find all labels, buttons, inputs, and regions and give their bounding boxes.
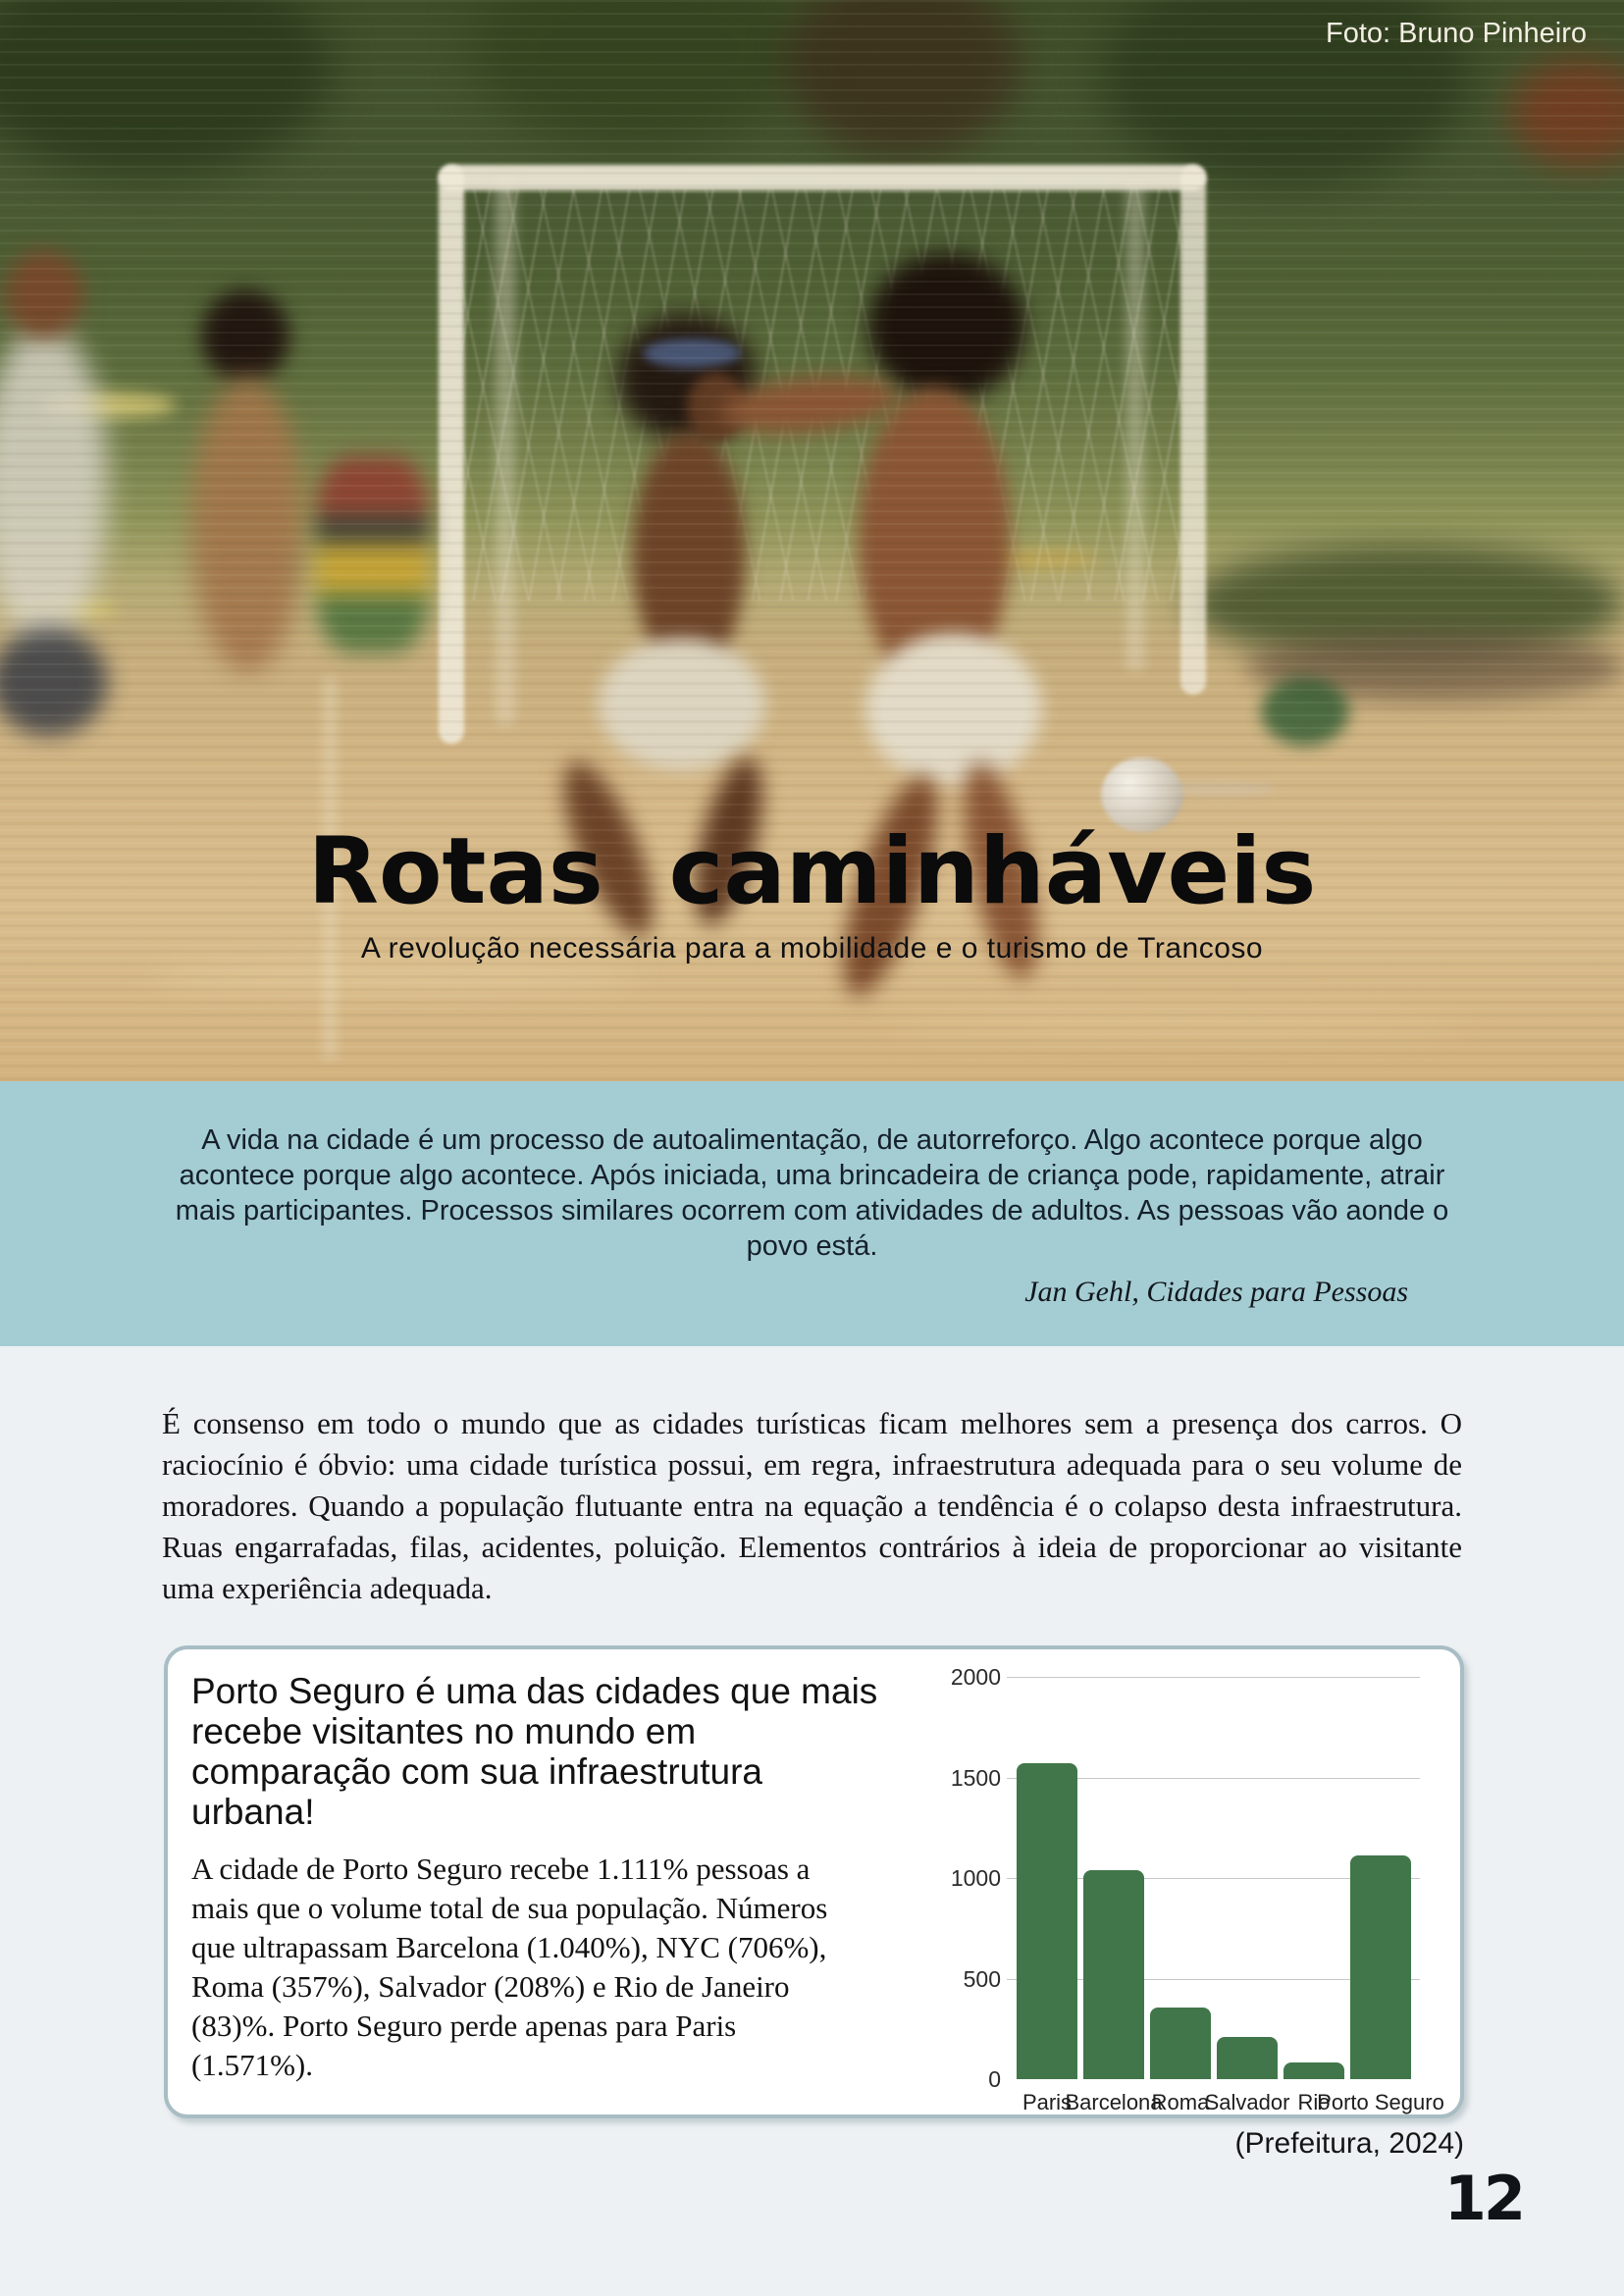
goal-crossbar [439, 165, 1206, 190]
player1-torso [633, 432, 746, 677]
tree-canopy-blob [0, 0, 334, 177]
info-card: Porto Seguro é uma das cidades que mais … [164, 1645, 1464, 2118]
hero-photo: Foto: Bruno Pinheiro Rotas caminháveis A… [0, 0, 1624, 1081]
chart-x-label: Salvador [1204, 2090, 1290, 2114]
player1-headband [643, 339, 741, 368]
chart-bar [1083, 1869, 1144, 2079]
page-number: 12 [1443, 2163, 1526, 2234]
goal-post-left [439, 165, 464, 744]
field-streak [883, 1011, 1472, 1036]
info-card-heading: Porto Seguro é uma das cidades que mais … [191, 1671, 878, 1832]
photo-credit: Foto: Bruno Pinheiro [1326, 18, 1587, 49]
player2-hair [868, 253, 1025, 400]
goal-post-motion-ghost [1126, 182, 1144, 672]
chart-gridline [1007, 1978, 1420, 1980]
light-glint [981, 549, 1099, 569]
quote-attribution: Jan Gehl, Cidades para Pessoas [1024, 1276, 1408, 1308]
chart-bars [1017, 1677, 1420, 2079]
page-title: Rotas caminháveis [307, 818, 1317, 925]
info-card-body: A cidade de Porto Seguro recebe 1.111% p… [191, 1852, 828, 2082]
chart-bar [1217, 2037, 1278, 2079]
background-player-head [5, 250, 83, 339]
tree-canopy-blob [1099, 0, 1472, 186]
goal-post-motion-ghost [496, 177, 515, 726]
tree-trunk-blob [785, 0, 1021, 157]
soccer-ball [1101, 757, 1183, 832]
article-paragraph: É consenso em todo o mundo que as cidade… [162, 1406, 1462, 1605]
field-streak [147, 962, 638, 991]
chart-x-label: Roma [1151, 2090, 1210, 2114]
background-player-shorts [0, 628, 108, 736]
colorful-flag-blur [316, 456, 429, 652]
chart-x-label: Paris [1022, 2090, 1073, 2114]
quote-band: A vida na cidade é um processo de autoal… [0, 1081, 1624, 1346]
ball-motion-streak [1168, 783, 1276, 795]
page-subtitle: A revolução necessária para a mobilidade… [360, 932, 1264, 965]
chart-gridline [1007, 1777, 1420, 1779]
background-player-shirt [0, 324, 108, 648]
chart-bar [1017, 1762, 1077, 2079]
chart-gridline [1007, 1677, 1420, 1678]
red-foliage-blob [1511, 59, 1624, 167]
chart-x-label: Rio [1297, 2090, 1331, 2114]
chart-x-labels: Paris Barcelona Roma Salvador Rio Porto Segur… [1017, 2090, 1444, 2119]
chart-y-tick: 500 [963, 1965, 1001, 1992]
chart-y-tick: 1500 [950, 1764, 1001, 1791]
tree-canopy-blob [471, 0, 805, 147]
chart-y-tick: 2000 [950, 1664, 1001, 1690]
field-line [324, 677, 336, 1060]
chart-y-tick: 0 [988, 2066, 1001, 2092]
chart-bar [1283, 2062, 1344, 2079]
player1-shorts [599, 638, 765, 770]
quote-text: A vida na cidade é um processo de autoal… [175, 1124, 1449, 1262]
player2-shorts [865, 633, 1042, 785]
chart-bar [1350, 1855, 1411, 2079]
chart-x-label: Barcelona [1065, 2090, 1163, 2114]
chart-gridline [1007, 1878, 1420, 1879]
background-player-body [191, 378, 304, 672]
chart-bar [1150, 2007, 1211, 2079]
chart-x-label: Porto Seguro [1317, 2090, 1444, 2114]
background-player-hair [201, 289, 289, 383]
chart: Paris Barcelona Roma Salvador Rio Porto Segur… [168, 1649, 1460, 2114]
green-bin-blob [1261, 677, 1349, 746]
goal-post-right [1180, 165, 1206, 695]
chart-source-caption: (Prefeitura, 2024) [1234, 2127, 1464, 2160]
chart-y-tick: 1000 [950, 1865, 1001, 1891]
